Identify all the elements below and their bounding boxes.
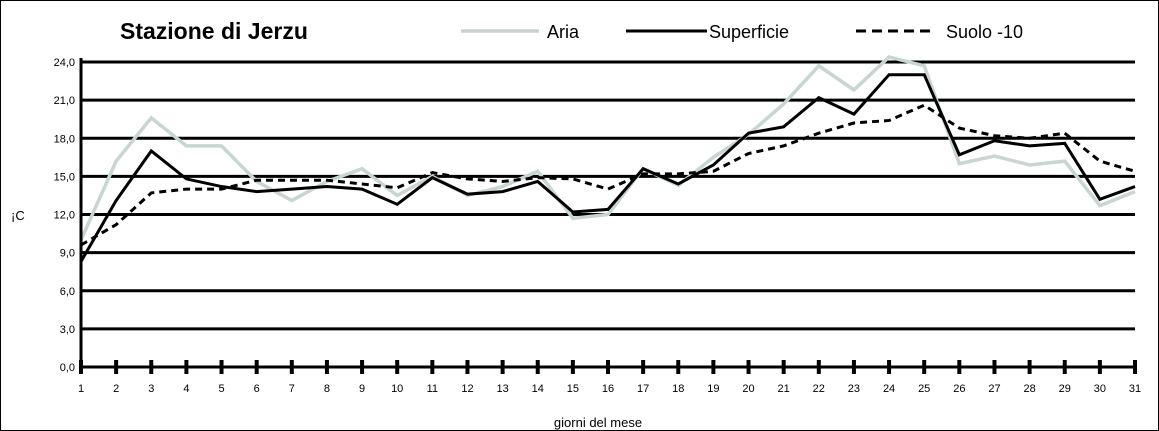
x-tick-label: 20	[742, 383, 754, 395]
y-axis-label: ¡C	[11, 208, 25, 223]
x-tick-label: 11	[427, 383, 438, 395]
x-tick-label: 19	[707, 383, 719, 395]
grid-lines	[81, 60, 1135, 331]
x-tick-label: 23	[848, 383, 860, 395]
y-tick-label: 0,0	[60, 362, 75, 374]
x-axis-label: giorni del mese	[554, 415, 642, 430]
series-line-suolo-10	[80, 103, 1136, 247]
x-tick-label: 12	[461, 383, 473, 395]
axes: 0,03,06,09,012,015,018,021,024,01 2 3 4 5 6 7 8…	[54, 57, 1142, 395]
x-tick-label: 3	[148, 383, 154, 395]
x-tick-label: 28	[1023, 383, 1035, 395]
chart-title: Stazione di Jerzu	[120, 18, 308, 44]
legend-label: Superficie	[709, 22, 789, 42]
x-tick-label: 24	[883, 383, 895, 395]
x-tick-label: 18	[672, 383, 684, 395]
x-tick-label: 21	[778, 383, 790, 395]
series-layer	[79, 54, 1136, 263]
x-tick-label: 31	[1129, 383, 1141, 395]
y-tick-label: 18,0	[54, 133, 75, 145]
x-tick-label: 26	[953, 383, 965, 395]
y-tick-label: 21,0	[54, 95, 75, 107]
x-tick-label: 6	[254, 383, 260, 395]
y-tick-label: 15,0	[54, 171, 75, 183]
x-tick-label: 17	[637, 383, 649, 395]
series-line-superficie	[79, 73, 1136, 263]
x-tick-label: 13	[496, 383, 508, 395]
x-tick-label: 15	[567, 383, 579, 395]
x-tick-label: 5	[218, 383, 224, 395]
y-tick-label: 3,0	[60, 324, 75, 336]
x-tick-label: 14	[532, 383, 544, 395]
y-tick-label: 9,0	[60, 248, 75, 260]
x-tick-label: 30	[1094, 383, 1106, 395]
x-tick-label: 27	[988, 383, 1000, 395]
x-tick-label: 4	[183, 383, 189, 395]
x-tick-label: 1	[78, 383, 84, 395]
x-tick-label: 10	[391, 383, 403, 395]
legend-label: Suolo -10	[946, 22, 1023, 42]
x-tick-label: 7	[289, 383, 295, 395]
x-tick-label: 2	[113, 383, 119, 395]
x-tick-label: 25	[918, 383, 930, 395]
x-tick-label: 16	[602, 383, 614, 395]
x-tick-label: 8	[324, 383, 330, 395]
y-tick-label: 6,0	[60, 286, 75, 298]
y-tick-label: 12,0	[54, 210, 75, 222]
x-tick-label: 22	[813, 383, 825, 395]
legend: Aria Superficie Suolo -10	[461, 22, 1023, 42]
y-tick-label: 24,0	[54, 57, 75, 69]
x-tick-label: 29	[1059, 383, 1071, 395]
x-tick-label: 9	[359, 383, 365, 395]
legend-label: Aria	[547, 22, 580, 42]
